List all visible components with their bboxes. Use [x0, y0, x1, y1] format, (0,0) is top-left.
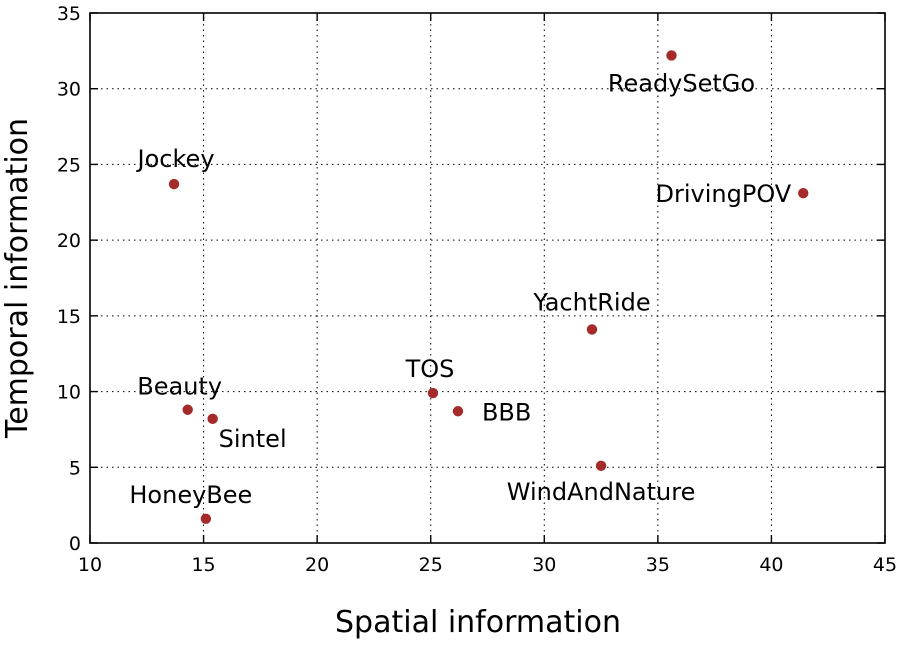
y-tick-label: 15 [57, 306, 81, 328]
data-point [200, 513, 212, 524]
point-label: BBB [482, 398, 531, 426]
data-point [586, 324, 598, 335]
data-point [182, 404, 193, 415]
y-tick-label: 20 [57, 230, 81, 252]
data-point [207, 413, 218, 425]
x-tick-label: 45 [873, 554, 897, 576]
point-label: TOS [405, 355, 455, 383]
x-tick-label: 15 [191, 554, 215, 576]
x-tick-label: 40 [759, 554, 783, 576]
data-point [168, 178, 180, 190]
x-tick-label: 35 [646, 554, 670, 576]
point-label: Beauty [137, 373, 222, 401]
y-tick-label: 25 [57, 154, 81, 176]
y-axis-title: Temporal information [0, 118, 35, 439]
grid-lines [90, 13, 885, 543]
point-label: ReadySetGo [608, 69, 755, 97]
point-label: Jockey [136, 145, 215, 173]
data-point [427, 387, 439, 399]
data-point [798, 188, 809, 199]
x-tick-label: 10 [78, 554, 102, 576]
y-tick-label: 30 [57, 79, 81, 101]
point-label: WindAndNature [507, 478, 696, 506]
y-tick-label: 35 [57, 3, 81, 25]
data-point [595, 460, 607, 471]
data-point [452, 406, 464, 417]
point-labels: ReadySetGo DrivingPOV Jockey YachtRide TOS BB… [129, 69, 791, 508]
axis-ticks: 10 15 20 25 30 35 40 45 0 5 10 15 20 25 30 35 [57, 3, 897, 576]
y-tick-label: 10 [57, 382, 81, 404]
data-point [666, 50, 677, 61]
y-tick-label: 0 [69, 533, 81, 555]
data-points [168, 50, 809, 524]
point-label: YachtRide [532, 288, 650, 316]
x-axis-title: Spatial information [335, 605, 621, 640]
x-tick-label: 25 [419, 554, 443, 576]
point-label: Sintel [219, 425, 287, 453]
x-tick-label: 20 [305, 554, 329, 576]
y-tick-label: 5 [69, 457, 81, 479]
point-label: DrivingPOV [656, 180, 792, 208]
point-label: HoneyBee [129, 481, 252, 509]
x-tick-label: 30 [532, 554, 556, 576]
plot-frame [89, 12, 886, 544]
